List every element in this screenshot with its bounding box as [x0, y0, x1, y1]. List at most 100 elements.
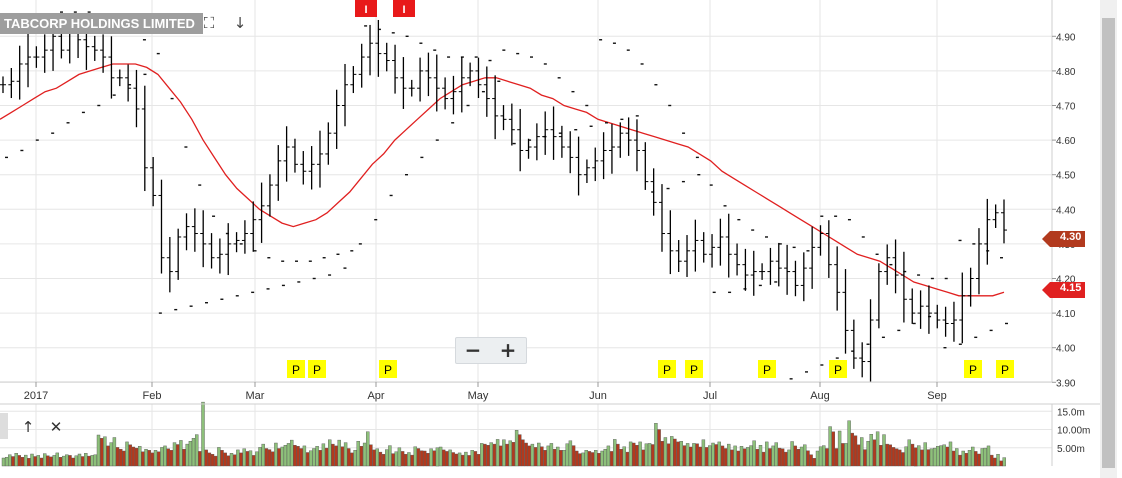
- volume-bar: [128, 444, 132, 467]
- p-marker: [308, 360, 326, 378]
- close-icon[interactable]: ✕: [49, 418, 63, 436]
- volume-bar: [879, 445, 883, 467]
- scrollbar-thumb[interactable]: [1102, 18, 1115, 468]
- price-bar: [191, 208, 198, 252]
- x-tick-label: Jul: [703, 390, 717, 402]
- p-marker-label: P: [292, 363, 300, 377]
- psar-dot: [635, 115, 639, 117]
- volume-bar: [869, 434, 873, 467]
- price-bar: [483, 66, 490, 117]
- psar-dot: [928, 315, 932, 318]
- volume-bar: [537, 442, 541, 467]
- volume-bar: [923, 442, 927, 467]
- zoom-control: − +: [455, 337, 527, 364]
- volume-bar: [362, 442, 367, 467]
- volume-bar: [375, 448, 379, 467]
- x-tick-label: Apr: [367, 390, 384, 402]
- price-bar: [742, 248, 749, 291]
- y-tick-label: 3.90: [1056, 378, 1076, 389]
- p-marker: [996, 360, 1014, 378]
- volume-bar: [999, 460, 1003, 467]
- price-bar: [600, 132, 607, 180]
- volume-bar: [977, 453, 981, 467]
- volume-bar: [834, 448, 839, 467]
- psar-dot: [709, 184, 713, 186]
- volume-bar: [511, 442, 516, 467]
- volume-bar: [727, 443, 731, 467]
- volume-tick-label: 15.0m: [1057, 407, 1085, 418]
- volume-bar: [606, 445, 611, 467]
- volume-bar: [435, 447, 440, 467]
- volume-bar: [841, 443, 845, 467]
- volume-bar: [201, 401, 205, 467]
- psar-dot: [143, 73, 147, 76]
- volume-bar: [112, 437, 117, 467]
- psar-dot: [350, 250, 354, 252]
- volume-panel-handle[interactable]: [0, 413, 8, 439]
- volume-bar: [590, 452, 595, 467]
- move-up-icon[interactable]: ↑: [21, 418, 35, 436]
- psar-dot: [943, 347, 947, 349]
- price-bar: [325, 122, 332, 165]
- volume-bar: [784, 451, 788, 467]
- volume-bar: [470, 450, 474, 467]
- price-bar: [342, 63, 349, 127]
- volume-bar: [986, 445, 991, 467]
- volume-bar: [163, 445, 167, 467]
- volume-bar: [378, 451, 383, 467]
- fullscreen-icon[interactable]: ⛶: [203, 14, 215, 32]
- volume-bar: [774, 442, 778, 467]
- volume-bar: [955, 448, 959, 467]
- psar-dot: [497, 80, 501, 82]
- price-bar: [925, 285, 932, 334]
- psar-dot: [917, 274, 921, 276]
- psar-dot: [322, 257, 326, 259]
- volume-bar: [131, 446, 136, 467]
- y-tick-label: 4.90: [1056, 32, 1076, 43]
- volume-bar: [856, 444, 861, 467]
- price-bar: [183, 213, 190, 251]
- price-bar: [467, 62, 474, 87]
- price-bar: [725, 213, 732, 278]
- volume-bar: [179, 440, 183, 467]
- vertical-scrollbar[interactable]: [1100, 0, 1117, 478]
- psar-dot: [328, 274, 332, 276]
- price-bar: [116, 69, 123, 87]
- price-bar: [458, 57, 465, 113]
- volume-bar: [20, 457, 25, 467]
- price-bar: [675, 240, 682, 272]
- psar-dot: [758, 284, 762, 287]
- psar-dot: [792, 246, 796, 249]
- zoom-out-button[interactable]: −: [464, 338, 482, 362]
- price-bar: [100, 34, 107, 73]
- psar-dot: [184, 146, 188, 148]
- volume-bar: [1, 457, 6, 467]
- volume-bar: [632, 442, 636, 467]
- price-bar: [0, 76, 6, 94]
- volume-bar: [578, 453, 582, 467]
- volume-bar: [109, 442, 113, 467]
- price-bar: [275, 145, 282, 201]
- volume-bar: [343, 442, 348, 467]
- price-bar: [850, 319, 857, 369]
- price-bar: [900, 251, 907, 323]
- volume-bar: [318, 450, 322, 467]
- psar-dot: [1005, 322, 1008, 325]
- volume-bar: [917, 445, 921, 467]
- price-bar: [492, 75, 499, 140]
- download-icon[interactable]: ↓: [233, 14, 247, 32]
- volume-bar: [198, 451, 202, 467]
- zoom-in-button[interactable]: +: [499, 338, 517, 362]
- psar-dot: [481, 90, 485, 93]
- psar-dot: [620, 118, 624, 121]
- psar-dot: [420, 156, 424, 159]
- price-bar: [350, 66, 357, 94]
- volume-bar: [261, 443, 265, 467]
- volume-bar: [907, 439, 911, 467]
- psar-dot: [389, 194, 393, 197]
- axes: 4.90 4.80 4.70 4.60 4.50 4.40 4.30 4.20 4.10 4.00…: [0, 0, 1100, 466]
- volume-bar: [942, 444, 946, 467]
- price-bar: [834, 246, 841, 311]
- volume-bar: [708, 445, 712, 467]
- psar-dot: [198, 184, 202, 186]
